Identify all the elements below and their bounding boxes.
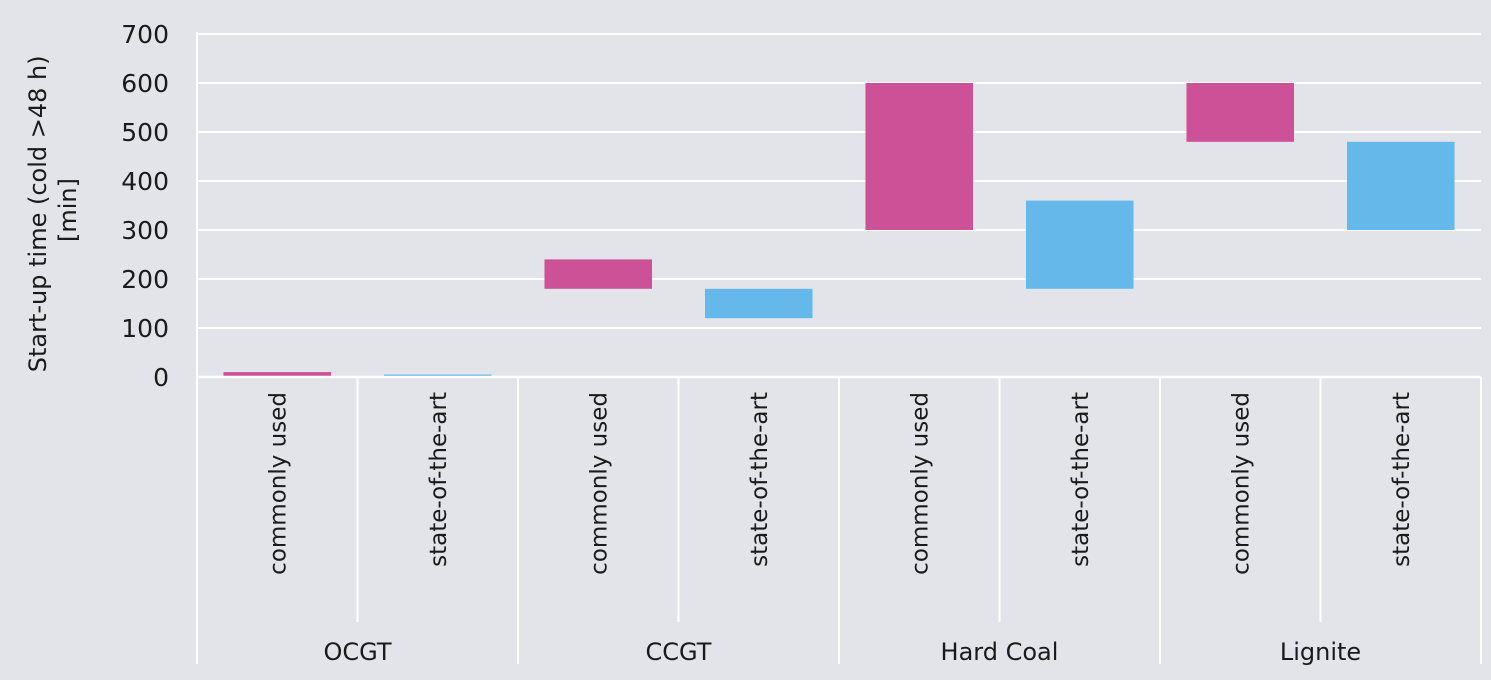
bar-ocgt-commonly-used: [223, 372, 332, 377]
x-group-label: Hard Coal: [941, 638, 1059, 666]
y-axis-title-line-1: Start-up time (cold >48 h): [24, 55, 52, 372]
bar-hard-coal-state-of-the-art: [1025, 200, 1134, 289]
x-subcategory-label: state-of-the-art: [747, 392, 773, 567]
y-tick-label: 400: [121, 167, 169, 196]
x-subcategory-label: state-of-the-art: [426, 392, 452, 567]
bar-hard-coal-commonly-used: [865, 83, 974, 230]
y-tick-label: 700: [121, 20, 169, 49]
y-tick-label: 200: [121, 265, 169, 294]
bar-lignite-commonly-used: [1186, 83, 1295, 142]
x-subcategory-label: commonly used: [586, 392, 612, 575]
y-axis-title: Start-up time (cold >48 h) [min]: [24, 48, 82, 372]
gridlines: [197, 33, 1481, 329]
y-tick-label: 0: [153, 363, 169, 392]
y-tick-label: 100: [121, 314, 169, 343]
x-subcategory-label: commonly used: [1228, 392, 1254, 575]
x-subcategory-label: commonly used: [907, 392, 933, 575]
x-group-label: OCGT: [323, 638, 391, 666]
bar-lignite-state-of-the-art: [1346, 141, 1455, 230]
x-group-label: CCGT: [646, 638, 712, 666]
bars: [223, 83, 1455, 377]
x-subcategory-label: state-of-the-art: [1389, 392, 1415, 567]
bar-ccgt-state-of-the-art: [704, 288, 813, 319]
x-subcategory-label: state-of-the-art: [1068, 392, 1094, 567]
bar-ccgt-commonly-used: [544, 259, 653, 289]
labels: 0 100 200 300 400 500 600 700 commonly used state…: [121, 20, 1414, 666]
x-subcategory-label: commonly used: [265, 392, 291, 575]
y-tick-label: 500: [121, 118, 169, 147]
y-tick-label: 600: [121, 69, 169, 98]
x-group-label: Lignite: [1280, 638, 1361, 666]
y-axis-title-line-2: [min]: [54, 178, 82, 242]
y-tick-label: 300: [121, 216, 169, 245]
axes: [196, 32, 1482, 664]
